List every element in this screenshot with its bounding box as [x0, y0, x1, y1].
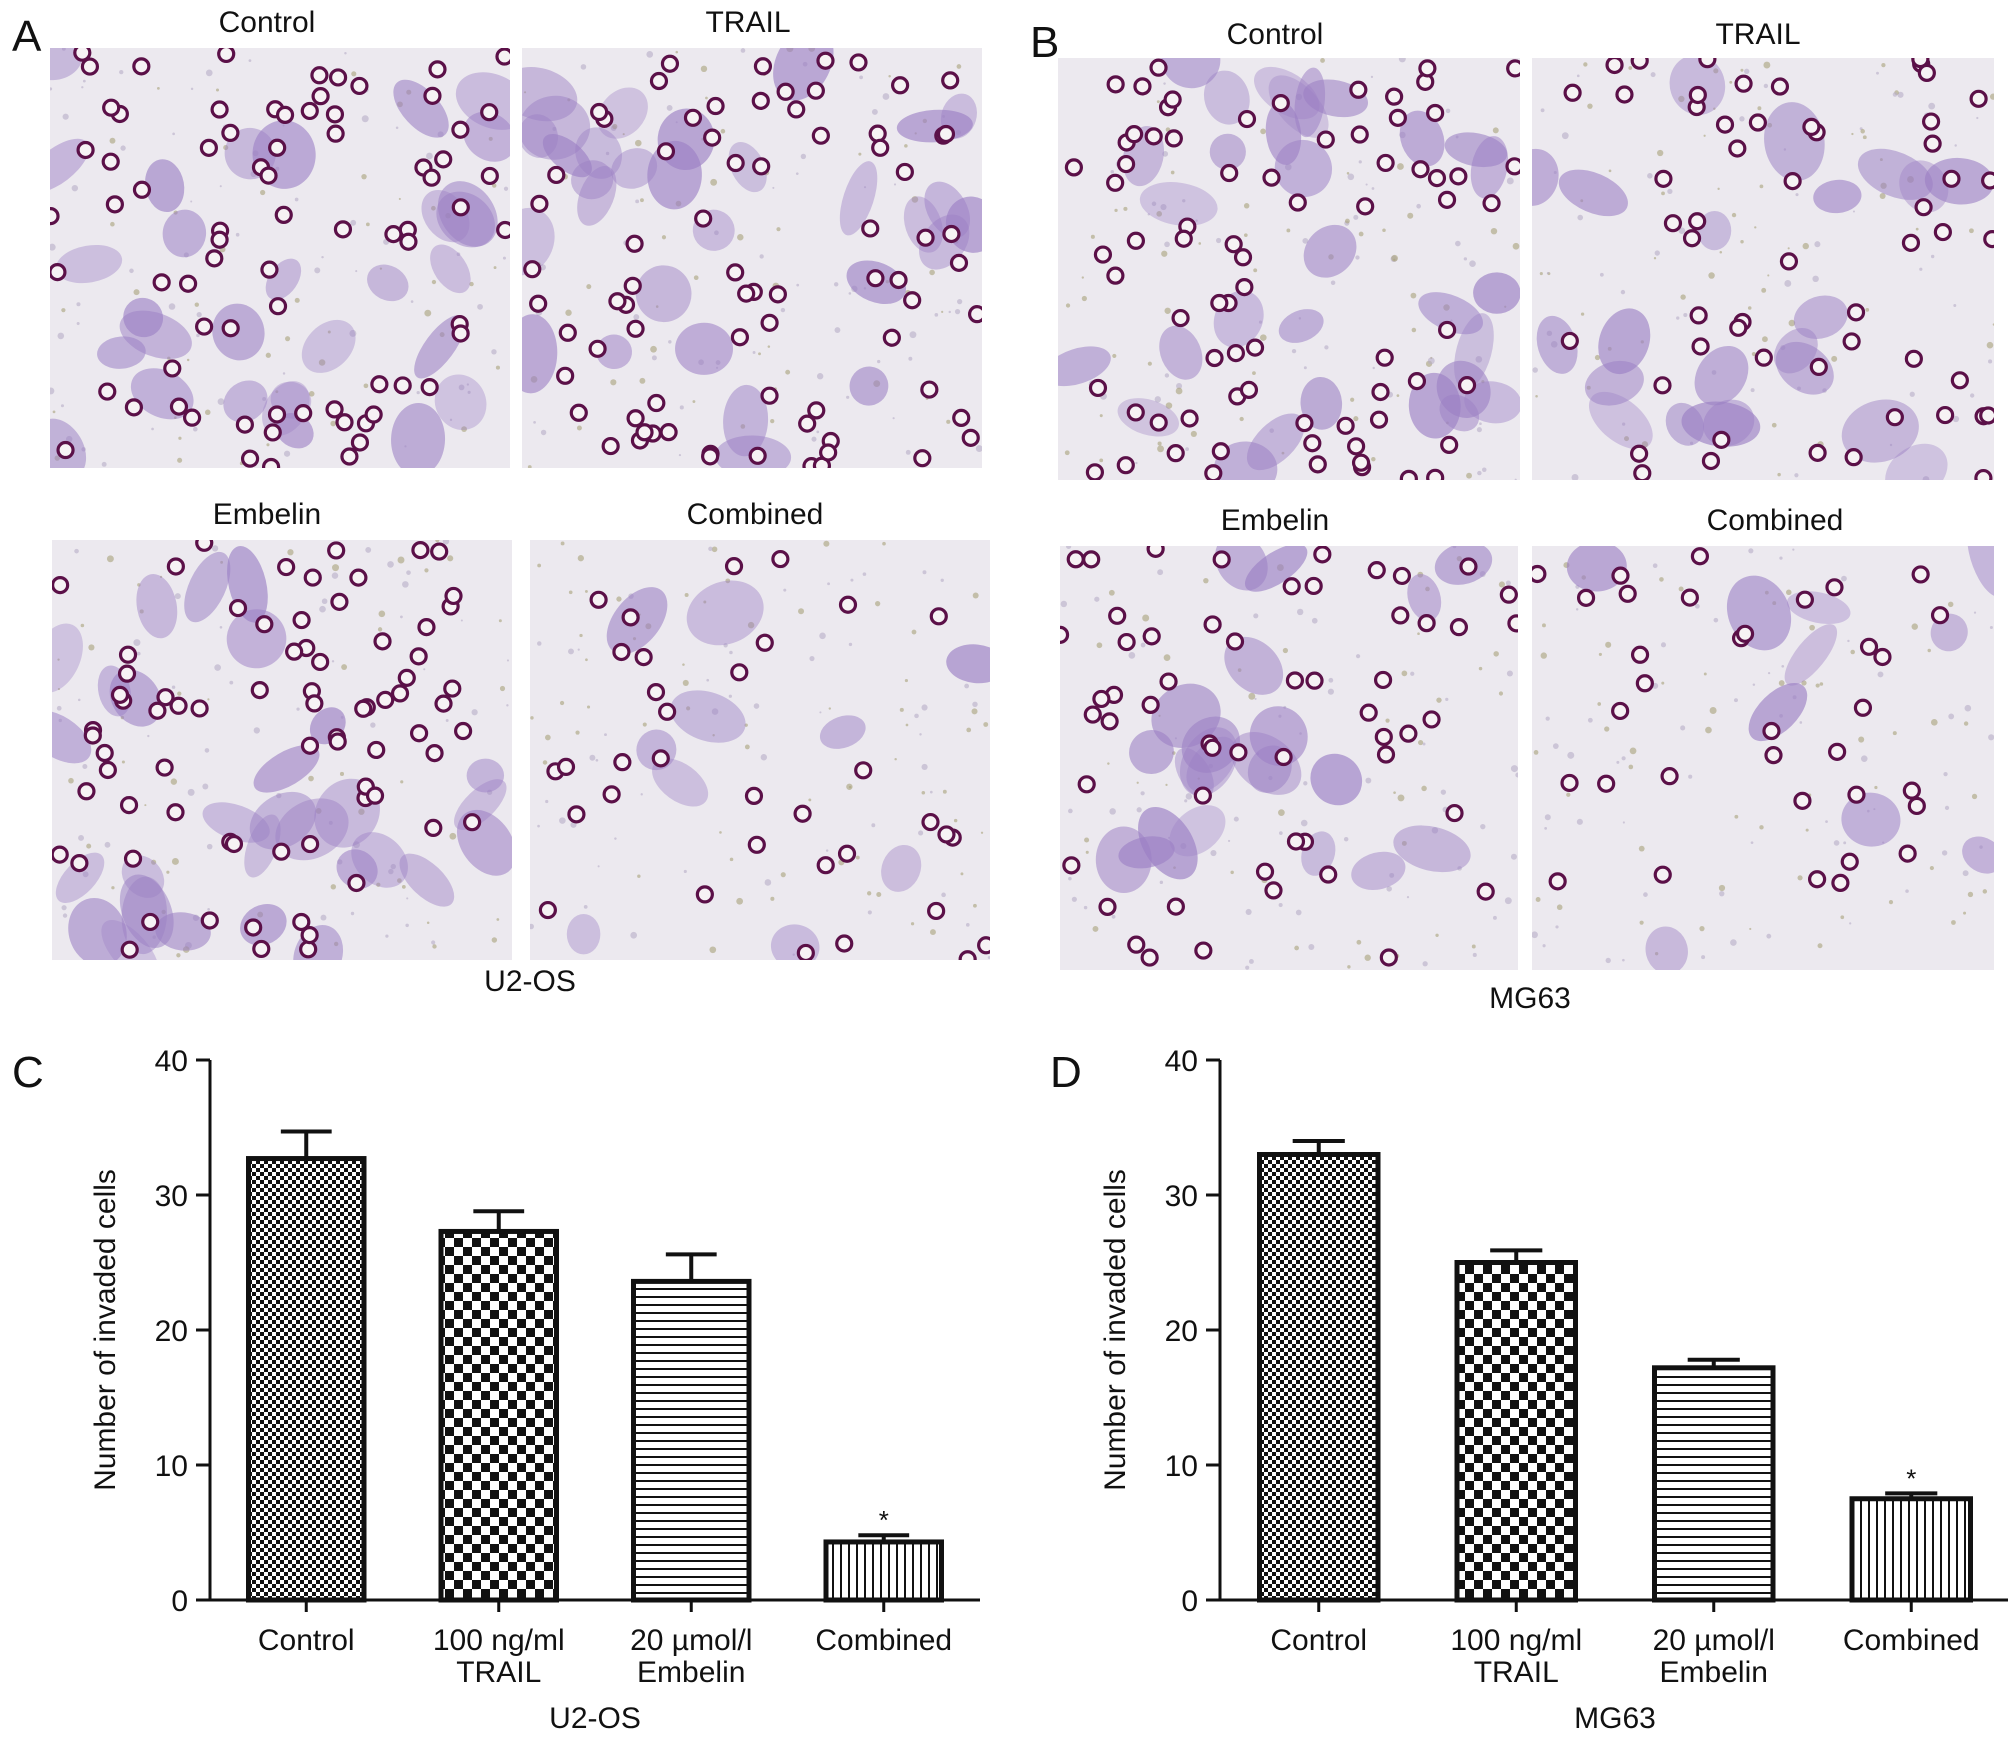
bar	[823, 1539, 944, 1603]
bar	[1849, 1496, 1973, 1603]
cell-line-label-a: U2-OS	[484, 965, 576, 998]
micrograph-a-embelin	[52, 540, 512, 960]
significance-marker: *	[1906, 1463, 1916, 1493]
x-tick-label: TRAIL	[456, 1656, 541, 1689]
panel-letter-b: B	[1030, 18, 1060, 67]
x-tick-label: Control	[258, 1624, 355, 1657]
micrograph-b-control	[1058, 58, 1520, 480]
x-tick-label: Embelin	[1660, 1656, 1768, 1689]
x-tick-label: 100 ng/ml	[433, 1624, 565, 1657]
micrograph-b-control-field	[1058, 58, 1520, 480]
y-tick-label: 40	[1165, 1045, 1198, 1078]
micrograph-a-trail	[522, 48, 982, 468]
micro-title-b-embelin: Embelin	[1220, 504, 1330, 537]
panel-letter-d: D	[1050, 1048, 1082, 1097]
micro-title-a-combined: Combined	[686, 498, 824, 531]
y-axis-label: Number of invaded cells	[1099, 1169, 1132, 1491]
y-tick-label: 10	[1165, 1450, 1198, 1483]
micrograph-b-trail-field	[1532, 58, 1994, 480]
bar	[246, 1156, 367, 1603]
x-tick-label: Combined	[815, 1624, 952, 1657]
x-tick-label: 20 µmol/l	[630, 1624, 752, 1657]
micro-title-a-trail: TRAIL	[705, 6, 791, 39]
y-tick-label: 10	[155, 1450, 188, 1483]
micro-title-a-control: Control	[218, 6, 316, 39]
bar	[1454, 1260, 1578, 1603]
micro-title-b-combined: Combined	[1706, 504, 1844, 537]
y-tick-label: 30	[1165, 1180, 1198, 1213]
micrograph-a-combined-field	[530, 540, 990, 960]
bar	[438, 1228, 559, 1603]
y-tick-label: 30	[155, 1180, 188, 1213]
bar-chart-d: 0 10 20 30 40 Number of invaded cells Control 1…	[1099, 1045, 2008, 1735]
micro-title-b-control: Control	[1226, 18, 1324, 51]
y-tick-label: 40	[155, 1045, 188, 1078]
micrograph-b-trail	[1532, 58, 1994, 480]
micrograph-a-control-field	[50, 48, 510, 468]
y-tick-label: 0	[1181, 1585, 1198, 1618]
x-tick-label: TRAIL	[1474, 1656, 1559, 1689]
micrograph-a-control	[50, 48, 510, 468]
y-tick-label: 20	[155, 1315, 188, 1348]
micrograph-a-embelin-field	[52, 540, 512, 960]
x-tick-label: Control	[1270, 1624, 1367, 1657]
panel-letter-a: A	[12, 12, 42, 61]
x-tick-label: 20 µmol/l	[1653, 1624, 1775, 1657]
x-tick-label: Combined	[1843, 1624, 1980, 1657]
micro-title-b-trail: TRAIL	[1715, 18, 1801, 51]
bar	[631, 1278, 752, 1603]
micrograph-a-combined	[530, 540, 990, 960]
bar-chart-c: 0 10 20 30 40 Number of invaded cells Control 1…	[89, 1045, 980, 1735]
bar	[1652, 1365, 1776, 1603]
x-axis-label: U2-OS	[549, 1702, 641, 1735]
micrograph-b-embelin-field	[1060, 546, 1518, 970]
cell-line-label-b: MG63	[1489, 982, 1571, 1015]
micrograph-a-trail-field	[522, 48, 982, 468]
micro-title-a-embelin: Embelin	[212, 498, 322, 531]
micrograph-b-combined	[1532, 546, 1994, 970]
y-tick-label: 0	[171, 1585, 188, 1618]
panel-letter-c: C	[12, 1048, 44, 1097]
y-tick-label: 20	[1165, 1315, 1198, 1348]
significance-marker: *	[879, 1505, 889, 1535]
x-tick-label: Embelin	[637, 1656, 745, 1689]
bar	[1257, 1152, 1381, 1603]
x-tick-label: 100 ng/ml	[1450, 1624, 1582, 1657]
x-axis-label: MG63	[1574, 1702, 1656, 1735]
y-axis-label: Number of invaded cells	[89, 1169, 122, 1491]
micrograph-b-combined-field	[1532, 546, 1994, 970]
micrograph-b-embelin	[1060, 546, 1518, 970]
